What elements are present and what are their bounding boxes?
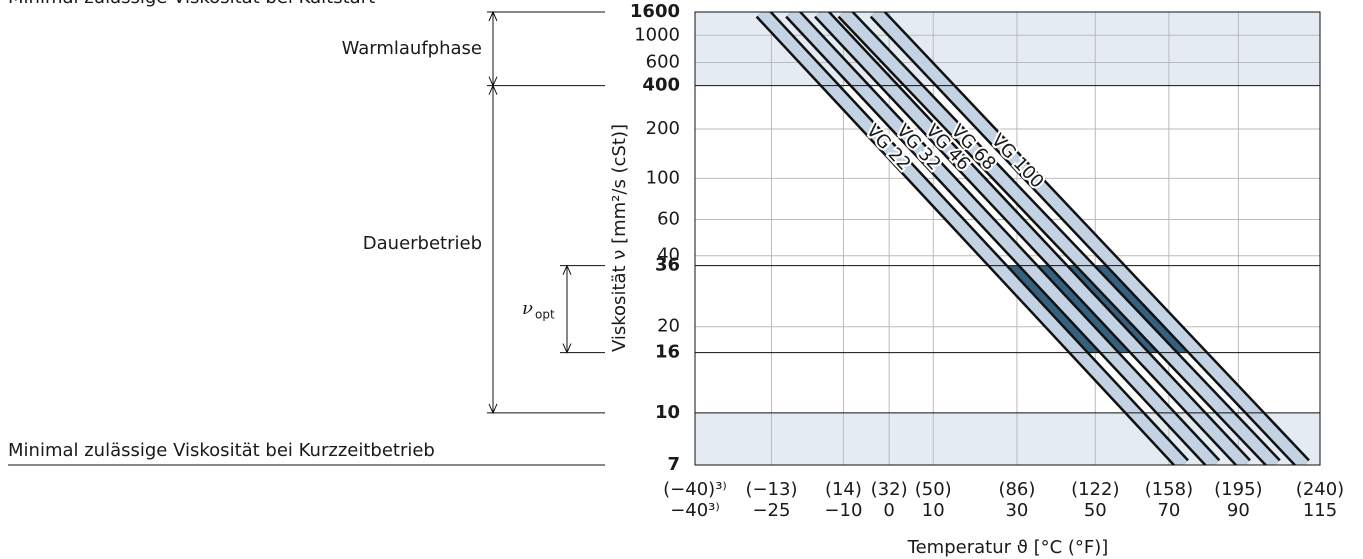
y-tick-label: 1000	[634, 24, 680, 45]
y-axis-title: Viskosität ν [mm²/s (cSt)]	[609, 124, 630, 352]
x-tick-label: −25	[752, 500, 790, 521]
x-tick-label: 70	[1157, 500, 1180, 521]
y-tick-label: 10	[655, 402, 680, 423]
x-tick-label: −40³⁾	[670, 500, 720, 521]
y-tick-label: 400	[642, 75, 680, 96]
annotation: ν	[522, 298, 533, 319]
x-tick-label: 10	[922, 500, 945, 521]
band	[787, 12, 1219, 465]
x-tick-label: 115	[1303, 500, 1337, 521]
y-tick-label: 40	[657, 245, 680, 266]
y-tick-label: 16	[655, 342, 680, 363]
y-tick-label: 7	[667, 454, 680, 475]
x-tick-label-f: (−40)³⁾	[663, 479, 727, 500]
series-layer	[755, 12, 1310, 465]
x-tick-label: −10	[824, 500, 862, 521]
y-tick-label: 600	[646, 51, 680, 72]
x-tick-label-f: (14)	[825, 479, 862, 500]
annotation: Minimal zulässige Viskosität bei Kurzzei…	[8, 440, 435, 461]
band	[815, 12, 1250, 465]
x-tick-label-f: (86)	[998, 479, 1035, 500]
y-tick-label: 20	[657, 316, 680, 337]
annotation: Dauerbetrieb	[363, 233, 482, 254]
x-tick-label: 50	[1084, 500, 1107, 521]
y-tick-label: 60	[657, 208, 680, 229]
x-tick-label-f: (195)	[1214, 479, 1262, 500]
y-tick-label: 200	[646, 118, 680, 139]
y-tick-label: 100	[646, 167, 680, 188]
annotation: Warmlaufphase	[342, 38, 482, 59]
x-tick-label-f: (50)	[915, 479, 952, 500]
band	[871, 12, 1309, 465]
plot-frame	[694, 11, 1321, 466]
y-tick-label: 1600	[630, 1, 680, 22]
arrowhead	[488, 84, 498, 415]
annotation-sub: opt	[535, 308, 555, 322]
x-tick-label: 0	[883, 500, 894, 521]
band	[839, 12, 1279, 465]
x-tick-label-f: (158)	[1145, 479, 1193, 500]
band	[757, 12, 1188, 465]
x-axis-title: Temperatur ϑ [°C (°F)]	[907, 537, 1109, 558]
x-tick-label: 90	[1227, 500, 1250, 521]
arrowhead	[562, 264, 572, 354]
x-tick-label-f: (240)	[1296, 479, 1344, 500]
x-tick-label-f: (32)	[871, 479, 908, 500]
y-tick-label: 36	[655, 255, 680, 276]
x-tick-label: 30	[1005, 500, 1028, 521]
x-tick-label-f: (−13)	[745, 479, 797, 500]
x-tick-label-f: (122)	[1071, 479, 1119, 500]
annotation: Minimal zulässige Viskosität bei Kaltsta…	[8, 0, 375, 8]
